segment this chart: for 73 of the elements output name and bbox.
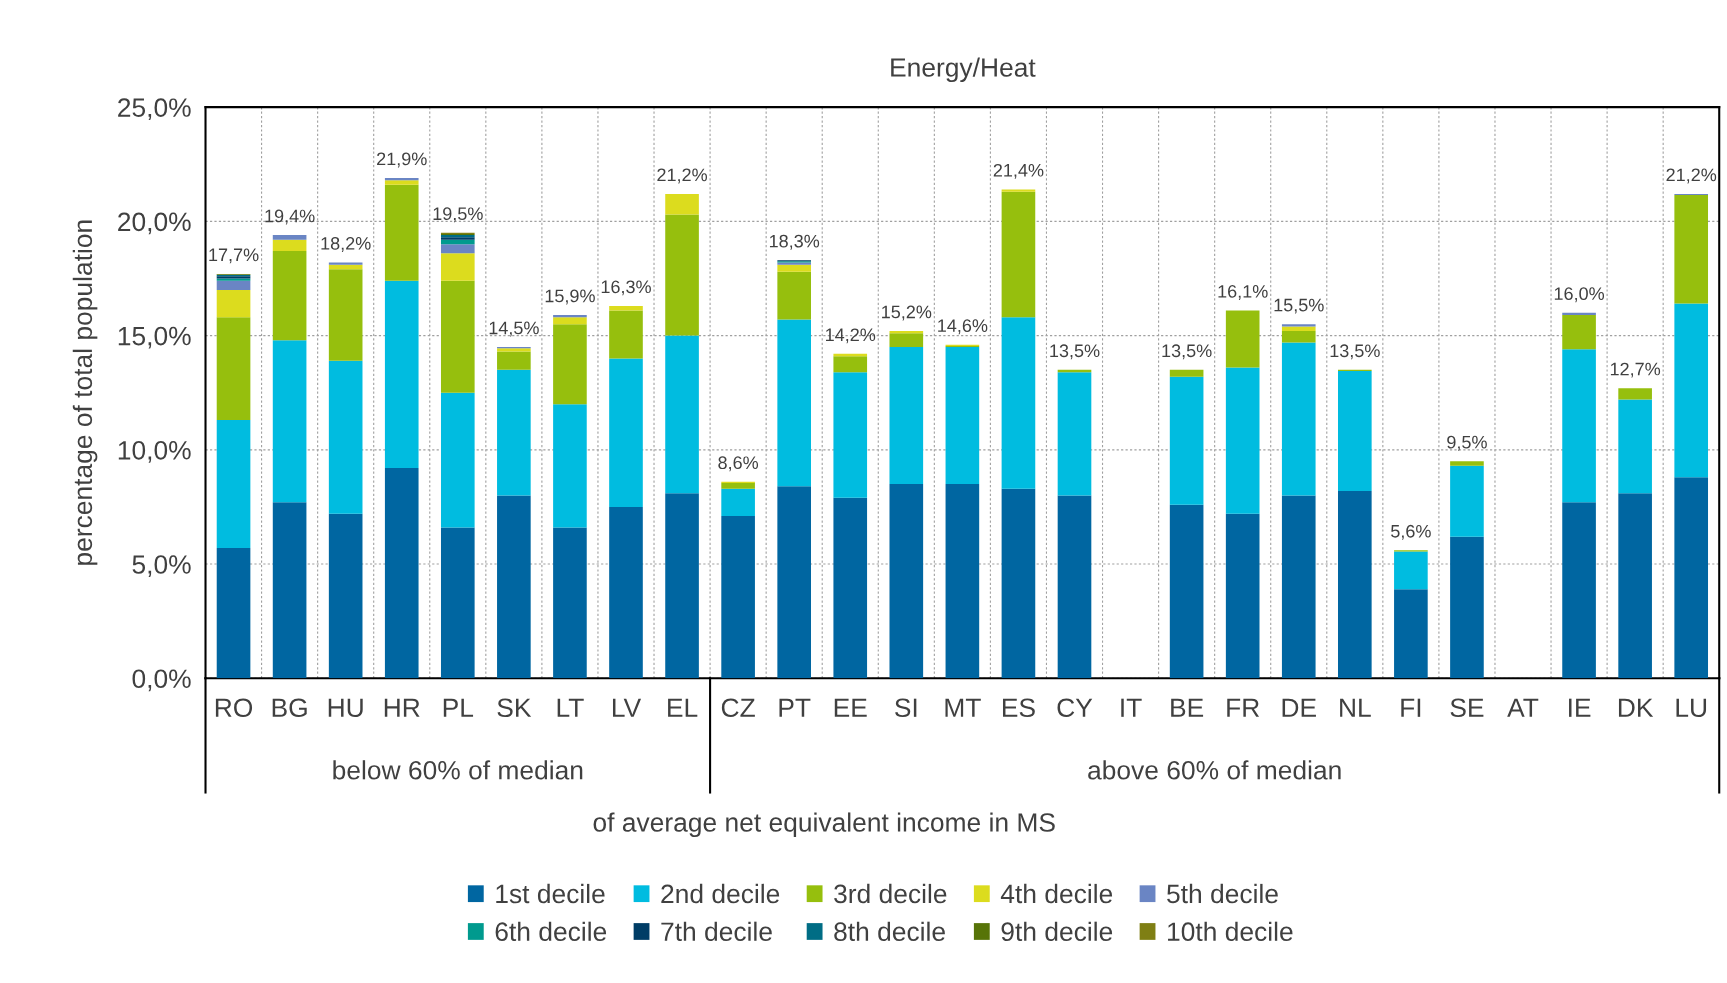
x-tick-label: DK [1618,698,1654,717]
y-tick-label: 0,0% [132,669,191,692]
total-label: 15,5% [1274,298,1324,314]
total-label: 12,7% [1610,362,1661,378]
x-tick-label: PT [779,698,811,717]
text: below 60% of median [333,760,583,780]
x-tick-label: SE [1450,698,1484,718]
x-tick-label: RO [215,698,253,718]
x-tick-label: FI [1401,698,1421,717]
y-axis-title: percentage of total population [72,220,98,565]
x-tick-label: HU [328,698,363,718]
legend-label: 4th decile [1000,883,1113,904]
x-tick-label: EL [668,698,698,717]
x-tick-label: FR [1227,698,1260,717]
total-label: 5,6% [1391,524,1431,540]
total-label: 19,4% [265,209,315,225]
x-axis-title: of average net equivalent income in MS [593,812,1055,838]
legend-label: 7th decile [661,921,772,942]
total-label: 9,5% [1447,435,1487,451]
legend-label: 5th decile [1167,883,1278,904]
total-label: 14,6% [938,319,988,335]
total-label: 15,9% [545,289,595,305]
x-tick-label: BE [1171,698,1204,717]
y-tick-label: 10,0% [118,440,191,463]
legend-label: 8th decile [834,921,945,942]
x-tick-label: CZ [721,698,755,718]
chart-title: Energy/Heat [891,57,1036,83]
total-label: 19,5% [433,207,483,223]
x-tick-label: BG [272,698,307,718]
legend-label: 9th decile [1001,921,1113,942]
text: above 60% of median [1088,760,1341,780]
y-tick-label: 15,0% [118,326,191,349]
x-tick-label: MT [945,698,981,717]
x-tick-label: AT [1507,698,1539,717]
total-label: 14,5% [489,321,539,337]
total-label: 16,0% [1554,287,1605,303]
x-tick-label: LT [557,698,584,717]
total-label: 8,6% [718,456,759,472]
x-tick-label: HR [384,698,420,717]
total-label: 21,4% [993,163,1044,179]
total-label: 21,9% [377,152,427,168]
total-label: 13,5% [1162,344,1212,360]
legend-label: 10th decile [1168,921,1293,942]
x-tick-label: ES [1003,698,1035,718]
total-label: 15,2% [882,305,932,321]
x-tick-label: SI [895,698,917,718]
total-label: 17,7% [209,248,259,264]
legend-label: 1st decile [496,883,605,904]
legend-label: 3rd decile [834,883,947,904]
x-tick-label: EE [834,698,867,717]
total-label: 21,2% [657,168,708,184]
legend-label: 6th decile [495,921,607,942]
total-label: 21,2% [1666,168,1717,184]
y-tick-label: 25,0% [118,98,191,121]
x-tick-label: LV [612,698,642,717]
y-tick-label: 20,0% [118,212,191,235]
total-label: 16,3% [601,280,651,296]
y-tick-label: 5,0% [132,555,191,577]
total-label: 18,2% [321,237,371,252]
x-tick-label: IE [1569,698,1591,717]
total-label: 18,3% [769,234,820,250]
total-label: 16,1% [1218,284,1268,300]
x-tick-label: SK [497,698,532,718]
x-tick-label: CY [1057,698,1093,718]
x-tick-label: NL [1340,698,1371,717]
total-label: 14,2% [826,328,876,344]
legend-label: 2nd decile [661,883,780,904]
total-label: 13,5% [1330,344,1380,360]
x-tick-label: DE [1282,698,1316,717]
total-label: 13,5% [1050,344,1100,360]
x-tick-label: PL [443,698,474,717]
x-tick-label: IT [1121,698,1142,717]
x-tick-label: LU [1676,698,1707,718]
